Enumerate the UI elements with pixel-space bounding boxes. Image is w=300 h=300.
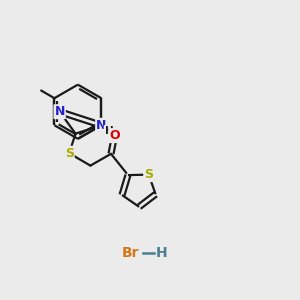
Text: H: H (105, 126, 113, 136)
Text: S: S (144, 168, 153, 181)
Text: N: N (54, 105, 65, 118)
Text: O: O (109, 129, 120, 142)
Text: S: S (65, 147, 74, 160)
Text: Br: Br (122, 246, 140, 260)
Text: N: N (96, 119, 106, 132)
Text: H: H (156, 246, 168, 260)
